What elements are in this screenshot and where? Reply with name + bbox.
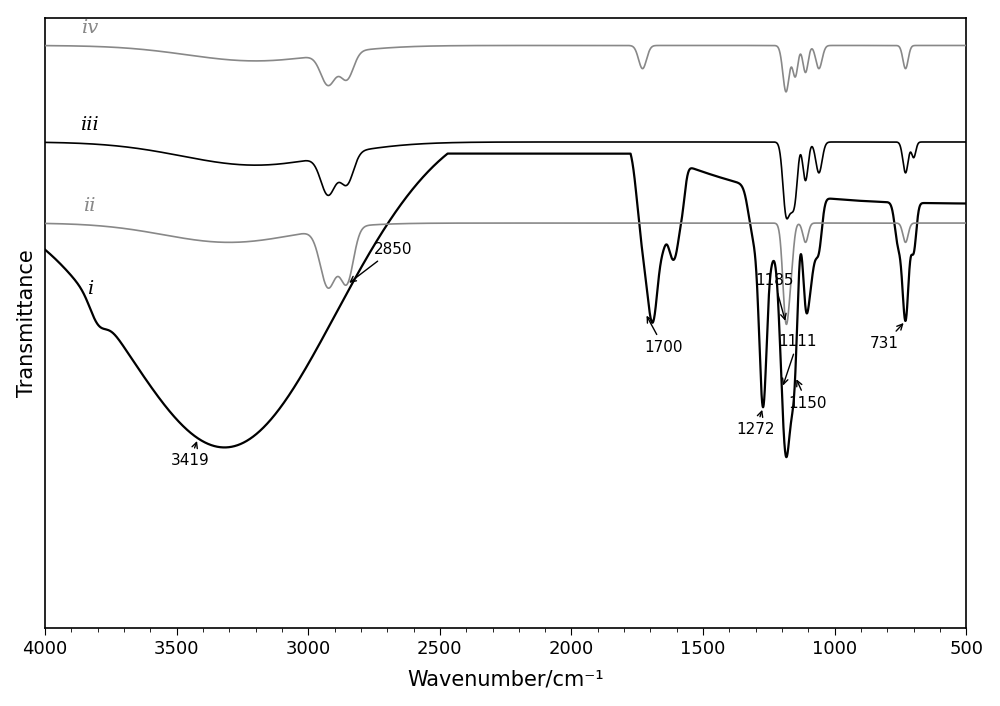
Text: 1150: 1150 <box>788 381 826 410</box>
Text: iii: iii <box>80 116 99 134</box>
Text: 1700: 1700 <box>644 317 683 354</box>
Text: 731: 731 <box>870 324 903 351</box>
Text: 3419: 3419 <box>171 443 209 468</box>
Y-axis label: Transmittance: Transmittance <box>17 249 37 397</box>
X-axis label: Wavenumber/cm⁻¹: Wavenumber/cm⁻¹ <box>407 669 604 689</box>
Text: ii: ii <box>84 198 96 215</box>
Text: i: i <box>87 280 93 298</box>
Text: 1272: 1272 <box>736 412 775 437</box>
Text: 2850: 2850 <box>350 241 413 282</box>
Text: 1111: 1111 <box>779 334 817 384</box>
Text: 1185: 1185 <box>755 273 793 319</box>
Text: iv: iv <box>81 18 98 37</box>
